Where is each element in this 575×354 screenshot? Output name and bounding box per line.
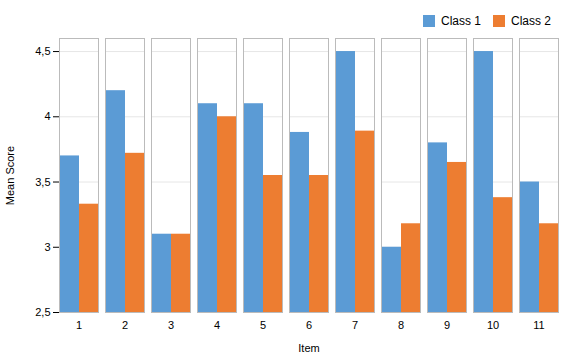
html-text:Class 2: Class 2 [511, 13, 551, 28]
svg-text:3: 3 [44, 241, 50, 253]
svg-text:6: 6 [306, 319, 312, 331]
svg-text:3,5: 3,5 [35, 176, 50, 188]
svg-text:10: 10 [487, 319, 499, 331]
svg-text:3: 3 [168, 319, 174, 331]
svg-text:9: 9 [444, 319, 450, 331]
svg-text:1: 1 [76, 319, 82, 331]
html-text:Class 1: Class 1 [441, 13, 481, 28]
svg-text:4: 4 [214, 319, 220, 331]
svg-text:11: 11 [533, 319, 544, 331]
svg-text:Mean Score: Mean Score [4, 146, 16, 205]
svg-text:7: 7 [352, 319, 358, 331]
svg-text:Item: Item [298, 342, 319, 354]
svg-text:2: 2 [122, 319, 128, 331]
svg-text:4: 4 [44, 110, 50, 122]
svg-text:5: 5 [260, 319, 266, 331]
svg-text:4,5: 4,5 [35, 45, 50, 57]
svg-text:8: 8 [398, 319, 404, 331]
svg-text:2,5: 2,5 [35, 306, 50, 318]
